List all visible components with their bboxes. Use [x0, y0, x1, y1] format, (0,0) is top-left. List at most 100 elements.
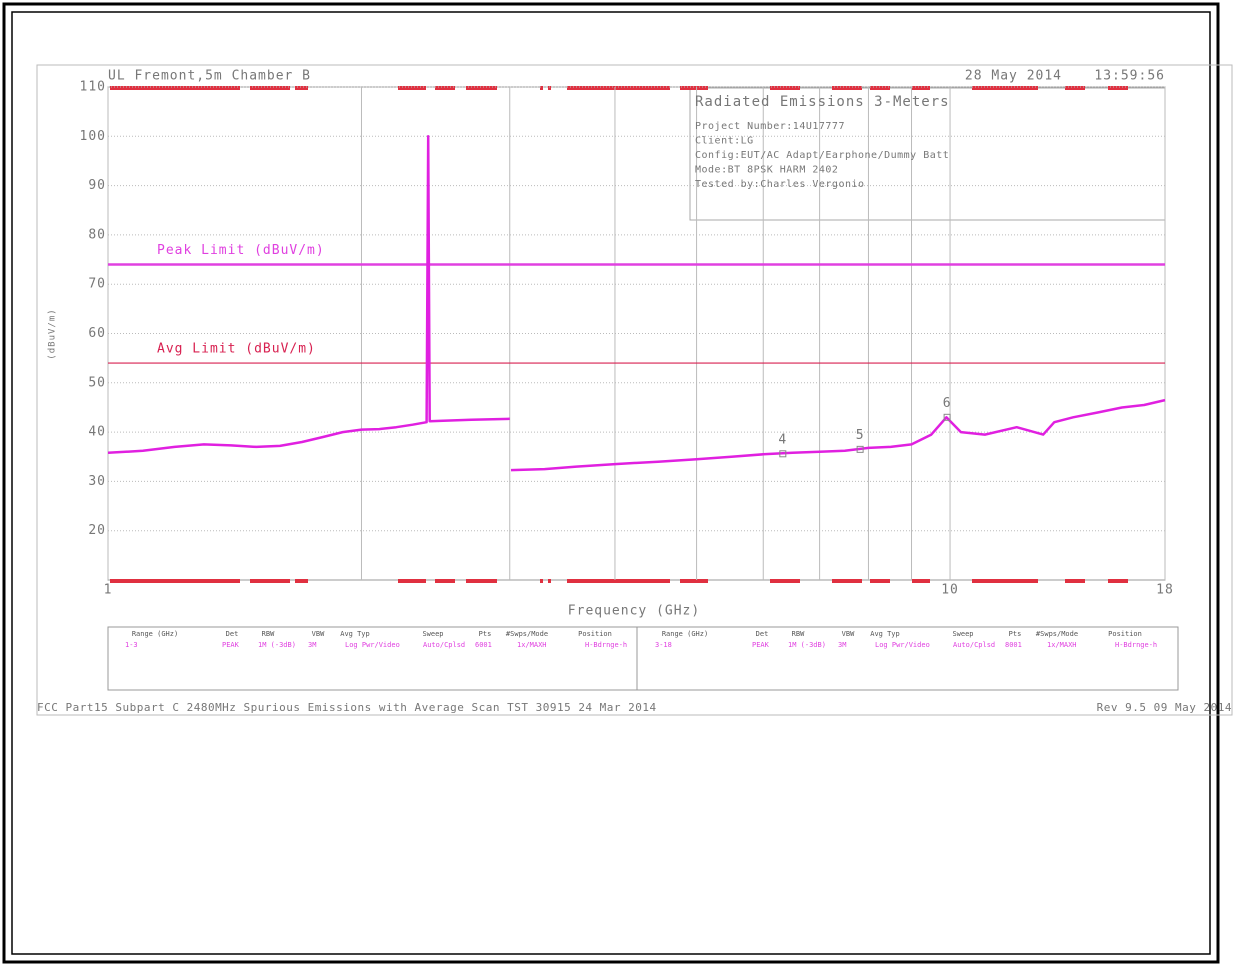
- table-header: Avg Typ: [340, 630, 370, 638]
- y-tick-label: 80: [88, 227, 106, 242]
- table-header: VBW: [842, 630, 855, 638]
- ambient-bar: [110, 86, 240, 90]
- ambient-bar: [870, 86, 890, 90]
- x-tick-label: 10: [941, 583, 959, 598]
- ambient-bar: [1065, 579, 1085, 583]
- y-tick-label: 50: [88, 375, 106, 390]
- ambient-bar: [435, 86, 455, 90]
- info-line: Config:EUT/AC Adapt/Earphone/Dummy Batt: [695, 150, 949, 161]
- table-cell: Log Pwr/Video: [875, 641, 930, 649]
- table-cell: 3M: [838, 641, 846, 649]
- table-header: Det: [226, 630, 239, 638]
- x-tick-label: 1: [104, 583, 113, 598]
- info-line: Project Number:14U17777: [695, 121, 845, 132]
- table-cell: 1M (-3dB): [788, 641, 826, 649]
- y-tick-label: 70: [88, 277, 106, 292]
- x-axis-label: Frequency (GHz): [568, 604, 700, 619]
- ambient-bar: [912, 86, 930, 90]
- ambient-bar: [435, 579, 455, 583]
- y-tick-label: 40: [88, 425, 106, 440]
- table-header: RBW: [262, 630, 275, 638]
- table-cell: 1M (-3dB): [258, 641, 296, 649]
- table-header: Sweep: [422, 630, 443, 638]
- ambient-bar: [540, 86, 543, 90]
- date: 28 May 2014: [965, 69, 1062, 84]
- table-cell: 1x/MAXH: [1047, 641, 1077, 649]
- ambient-bar: [567, 86, 670, 90]
- ambient-bar: [912, 579, 930, 583]
- ambient-bar: [110, 579, 240, 583]
- ambient-bar: [1108, 579, 1128, 583]
- footer-right: Rev 9.5 09 May 2014: [1097, 701, 1232, 714]
- table-cell: 6001: [475, 641, 492, 649]
- table-header: VBW: [312, 630, 325, 638]
- table-cell: Auto/Cplsd: [953, 641, 995, 649]
- table-header: Position: [1108, 630, 1142, 638]
- plot-frame: [36, 64, 1233, 716]
- marker-label: 4: [778, 432, 787, 447]
- info-line: Client:LG: [695, 136, 754, 147]
- ambient-bar: [295, 86, 308, 90]
- ambient-bar: [548, 579, 551, 583]
- ambient-bar: [870, 579, 890, 583]
- table-cell: H-Bdrnge-h: [585, 641, 627, 649]
- table-header: Det: [756, 630, 769, 638]
- ambient-bar: [548, 86, 551, 90]
- y-tick-label: 110: [80, 80, 106, 95]
- limit-label: Peak Limit (dBuV/m): [157, 243, 325, 258]
- marker-label: 6: [943, 396, 952, 411]
- table-cell: Auto/Cplsd: [423, 641, 465, 649]
- ambient-bar: [680, 579, 708, 583]
- marker: [943, 413, 951, 421]
- y-tick-label: 20: [88, 523, 106, 538]
- ambient-bar: [680, 86, 708, 90]
- y-axis-label: (dBuV/m): [48, 308, 58, 359]
- table-header: RBW: [792, 630, 805, 638]
- ambient-bar: [770, 579, 800, 583]
- info-line: Mode:BT 8PSK HARM 2402: [695, 165, 838, 176]
- table-header: Pts: [1009, 630, 1022, 638]
- chart-title: UL Fremont,5m Chamber B: [108, 69, 311, 84]
- time: 13:59:56: [1094, 69, 1165, 84]
- table-cell: 3M: [308, 641, 316, 649]
- marker: [856, 445, 864, 453]
- table-header: #Swps/Mode: [506, 630, 548, 638]
- table-header: Sweep: [952, 630, 973, 638]
- marker-label: 5: [856, 428, 865, 443]
- y-tick-label: 30: [88, 474, 106, 489]
- table-cell: 1x/MAXH: [517, 641, 547, 649]
- ambient-bar: [832, 86, 862, 90]
- ambient-bar: [466, 86, 497, 90]
- info-box: [689, 87, 1166, 221]
- ambient-bar: [250, 579, 290, 583]
- ambient-bar: [398, 579, 426, 583]
- table-header: Range (GHz): [662, 630, 708, 638]
- info-line: Tested by:Charles Vergonio: [695, 179, 865, 190]
- ambient-bar: [770, 86, 800, 90]
- table-cell: 8001: [1005, 641, 1022, 649]
- ambient-bar: [832, 579, 862, 583]
- ambient-bar: [540, 579, 543, 583]
- table-cell: Log Pwr/Video: [345, 641, 400, 649]
- table-cell: 1-3: [125, 641, 138, 649]
- limit-label: Avg Limit (dBuV/m): [157, 342, 316, 357]
- table-cell: PEAK: [222, 641, 240, 649]
- inner-frame: [11, 11, 1211, 955]
- ambient-bar: [295, 579, 308, 583]
- x-tick-label: 18: [1156, 583, 1174, 598]
- ambient-bar: [250, 86, 290, 90]
- ambient-bar: [972, 579, 1038, 583]
- table-header: Pts: [479, 630, 492, 638]
- settings-table: [107, 626, 1179, 691]
- info-title: Radiated Emissions 3-Meters: [695, 94, 950, 110]
- table-header: Range (GHz): [132, 630, 178, 638]
- table-cell: H-Bdrnge-h: [1115, 641, 1157, 649]
- table-cell: 3-18: [655, 641, 672, 649]
- ambient-bar: [567, 579, 670, 583]
- footer-left: FCC Part15 Subpart C 2480MHz Spurious Em…: [37, 701, 657, 714]
- y-tick-label: 90: [88, 178, 106, 193]
- table-header: Position: [578, 630, 612, 638]
- table-cell: PEAK: [752, 641, 770, 649]
